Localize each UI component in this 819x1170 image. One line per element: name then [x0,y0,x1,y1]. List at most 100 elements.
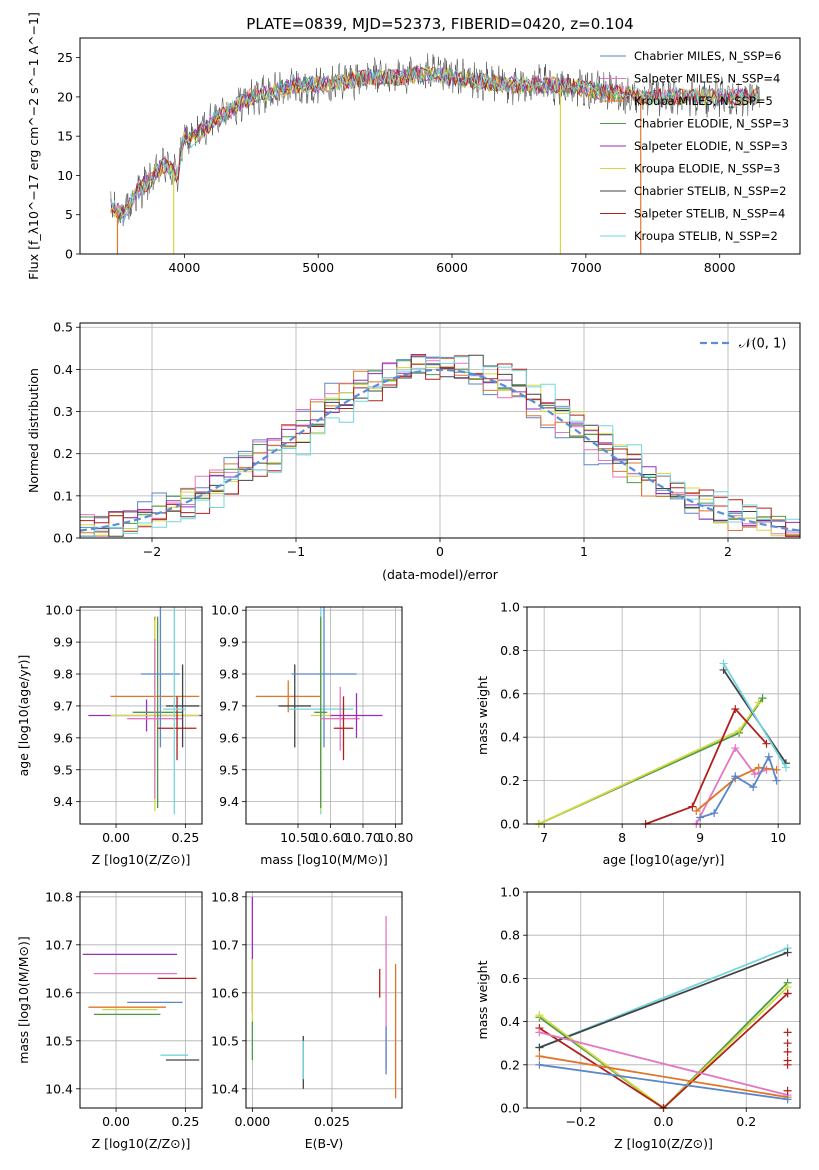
legend-entry: Kroupa MILES, N_SSP=5 [634,94,773,108]
x-tick-label: 0 [436,544,444,559]
y-tick-label: 0.1 [53,488,73,503]
errorbar-point [278,664,311,748]
normal-reference-curve [80,368,800,532]
data-point-marker [783,1056,792,1065]
errorbar-point [255,680,321,713]
y-tick-label: 10.8 [45,889,73,904]
x-tick-label: 7000 [570,260,602,275]
weight-series-line [539,1063,788,1101]
y-tick-label: 0.8 [500,643,520,658]
data-point-marker [731,704,740,713]
weight-series [696,752,781,822]
mass_vs_EBV-xlabel: E(B-V) [305,1136,344,1151]
weight-series-line [538,701,760,825]
residual-histogram-series [80,355,800,537]
weight_vs_age-ylabel: mass weight [475,676,490,755]
y-tick-label: 15 [57,129,73,144]
errorbar-point [320,686,360,751]
spectrum-ylabel: Flux [f_λ10^−17 erg cm^−2 s^−1 A^−1] [26,12,41,280]
errorbar-point [330,693,383,738]
x-tick-label: 1 [580,544,588,559]
x-tick-label: 8000 [704,260,736,275]
y-tick-label: 1.0 [500,600,520,615]
data-point-marker [710,809,719,818]
x-tick-label: −0.2 [566,1114,596,1129]
legend-entry: Salpeter STELIB, N_SSP=4 [634,207,785,221]
weight_vs_age-frame [526,606,801,825]
y-tick-label: 9.5 [53,762,73,777]
x-tick-label: 10 [770,830,786,845]
weight_vs_age-plot-area [534,659,790,828]
data-point-marker [783,989,792,998]
data-point-marker [535,1028,544,1037]
data-point-marker [731,772,740,781]
age_vs_Z-ylabel: age [log10(age/yr)] [16,655,31,777]
data-point-marker [688,802,697,811]
weight-series-line [539,1055,788,1099]
x-tick-label: 10.70 [345,830,381,845]
age_vs_Z-xlabel: Z [log10(Z/Z⊙)] [92,852,191,867]
data-point-marker [783,1095,792,1104]
y-tick-label: 0.5 [53,320,73,335]
spectrum-series-line [110,66,760,220]
weight-series [719,659,790,772]
residuals-xlabel: (data-model)/error [382,567,499,582]
x-tick-label: −2 [143,544,161,559]
residual-histogram-series [80,356,800,537]
y-tick-label: 0.3 [53,404,73,419]
residuals-plot-area [80,354,800,537]
data-point-marker [749,783,758,792]
age_vs_mass-xlabel: mass [log10(M/M⊙)] [260,852,388,867]
mass_vs_EBV-axes: 0.000 0.025 10.4 10.5 10.6 10.7 10.8 [211,889,402,1129]
data-point-marker [783,1047,792,1056]
residuals-legend: 𝒩(0, 1) [700,337,786,352]
x-tick-label: 0.000 [234,1114,270,1129]
weight_vs_Z-frame [526,891,801,1109]
y-tick-label: 9.7 [219,698,239,713]
y-tick-label: 9.5 [219,762,239,777]
errorbar-point [132,616,183,809]
age_vs_Z-axes: 0.00 0.25 9.4 9.5 9.6 9.7 9.8 9.9 10.0 [45,603,202,845]
weight_vs_Z-axes: −0.2 0.0 0.2 0.0 0.2 0.4 0.6 0.8 1.0 [500,885,800,1129]
y-tick-label: 9.7 [53,698,73,713]
y-tick-label: 10.5 [45,1033,73,1048]
spectrum-axes: 4000 5000 6000 7000 8000 0 5 10 15 20 25 [57,50,736,275]
y-tick-label: 9.4 [219,794,239,809]
x-tick-label: 0.2 [736,1114,756,1129]
legend-entry: Salpeter MILES, N_SSP=4 [634,72,780,86]
weight-series [535,948,792,1052]
residuals-axes: −2 −1 0 1 2 0.0 0.1 0.2 0.3 0.4 0.5 [53,320,800,559]
data-point-marker [731,744,740,753]
errorbar-point [291,607,357,748]
y-tick-label: 10.8 [211,889,239,904]
x-tick-label: 5000 [302,260,334,275]
weight_vs_Z-xlabel: Z [log10(Z/Z⊙)] [614,1136,713,1151]
y-tick-label: 10.0 [211,603,239,618]
y-tick-label: 0.4 [53,362,73,377]
age_vs_mass-frame [245,606,403,825]
data-point-marker [535,1052,544,1061]
y-tick-label: 10.4 [45,1081,73,1096]
weight_vs_age-xlabel: age [log10(age/yr)] [603,852,725,867]
y-tick-label: 10 [57,168,73,183]
y-tick-label: 10.6 [45,985,73,1000]
data-point-marker [783,1039,792,1048]
mass_vs_EBV-plot-area [251,896,397,1099]
residuals-ylabel: Normed distribution [26,368,41,493]
y-tick-label: 0.0 [500,1101,520,1116]
y-tick-label: 9.9 [219,635,239,650]
y-tick-label: 10.6 [211,985,239,1000]
data-point-marker [783,1028,792,1037]
age_vs_mass-plot-area [255,607,383,815]
legend-entry: Chabrier MILES, N_SSP=6 [634,49,781,63]
weight-series [534,694,767,828]
y-tick-label: 9.6 [219,730,239,745]
extra-points [783,989,792,1095]
data-point-marker [772,776,781,785]
y-tick-label: 0.2 [500,1057,520,1072]
y-tick-label: 0.4 [500,1014,520,1029]
y-tick-label: 9.8 [53,667,73,682]
errorbar-point [157,696,197,761]
data-point-marker [783,948,792,957]
x-tick-label: 0.25 [171,1114,199,1129]
